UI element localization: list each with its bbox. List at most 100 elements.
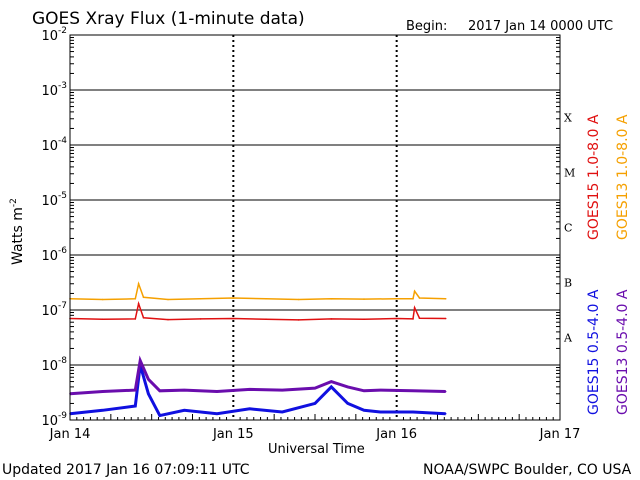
legend-entry: GOES13 1.0-8.0 A — [615, 114, 631, 240]
data-point — [232, 297, 235, 299]
data-point — [281, 389, 284, 391]
y-axis-label-main: Watts m — [10, 207, 26, 265]
y-tick-labels: 10-2 10-3 10-4 10-5 10-6 10-7 10-8 10-9 — [41, 26, 67, 429]
data-point — [167, 318, 169, 321]
data-point — [183, 389, 186, 391]
chart-title: GOES Xray Flux (1-minute data) — [32, 9, 305, 29]
y-tick-label: 10-5 — [41, 191, 67, 209]
data-point — [413, 306, 416, 309]
plot-frame — [69, 34, 561, 421]
data-point — [314, 402, 316, 405]
flare-class-label: B — [564, 277, 572, 290]
data-point — [363, 390, 365, 392]
y-tick-label: 10-8 — [41, 356, 67, 374]
series-line-2 — [69, 281, 446, 301]
begin-label: Begin: — [406, 19, 447, 34]
data-point — [444, 412, 447, 415]
flare-class-labels: X M C B A — [563, 112, 575, 345]
legend-entry: GOES13 0.5-4.0 A — [615, 289, 631, 415]
data-point — [142, 296, 145, 299]
data-point — [444, 390, 447, 393]
x-tick-label: Jan 14 — [49, 427, 91, 442]
data-point — [395, 317, 398, 320]
data-point — [379, 411, 382, 413]
data-point — [101, 390, 104, 393]
data-point — [363, 298, 365, 300]
data-point — [137, 283, 140, 285]
data-point — [134, 405, 137, 407]
legend-entry: GOES15 0.5-4.0 A — [586, 289, 602, 415]
data-point — [444, 317, 447, 320]
data-point — [142, 317, 145, 319]
y-tick-label: 10-2 — [41, 26, 67, 44]
data-point — [297, 319, 300, 321]
data-point — [346, 386, 349, 388]
y-tick-label: 10-7 — [41, 301, 67, 319]
data-point — [412, 411, 414, 413]
data-point — [363, 318, 365, 321]
data-point — [363, 409, 365, 412]
begin-value: 2017 Jan 14 0000 UTC — [468, 19, 613, 34]
data-point — [167, 298, 169, 301]
x-tick-label: Jan 16 — [375, 427, 417, 442]
data-point — [395, 298, 398, 300]
data-point — [159, 414, 161, 417]
data-point — [101, 298, 104, 301]
data-point — [330, 386, 333, 388]
series-line-4 — [69, 355, 446, 396]
y-tick-label: 10-9 — [41, 411, 67, 429]
data-point — [147, 393, 150, 395]
x-tick-label: Jan 15 — [212, 427, 254, 442]
data-point — [314, 387, 316, 389]
data-point — [297, 298, 300, 301]
data-point — [413, 290, 416, 293]
data-point — [147, 378, 150, 381]
data-point — [199, 298, 202, 300]
data-point — [101, 409, 104, 412]
x-tick-labels: Jan 14 Jan 15 Jan 16 Jan 17 — [49, 427, 581, 442]
data-point — [183, 409, 186, 412]
data-point — [134, 318, 137, 320]
data-point — [379, 389, 382, 391]
flare-class-label: A — [563, 332, 573, 345]
flare-class-label: X — [564, 112, 572, 125]
updated-text: Updated 2017 Jan 16 07:09:11 UTC — [2, 462, 250, 478]
data-point — [444, 298, 447, 300]
data-point — [159, 390, 161, 392]
data-point — [418, 317, 421, 320]
data-point — [412, 318, 414, 320]
data-point — [330, 298, 333, 300]
plot-grid — [70, 34, 560, 421]
y-axis-label: Watts m-2 — [9, 198, 26, 265]
data-point — [248, 388, 251, 391]
data-point — [281, 411, 284, 413]
data-point — [418, 297, 421, 299]
data-point — [134, 389, 137, 391]
data-point — [139, 359, 141, 362]
y-tick-label: 10-3 — [41, 81, 67, 99]
data-point — [330, 318, 333, 320]
flare-class-label: M — [564, 167, 575, 180]
data-point — [216, 390, 218, 393]
data-point — [101, 318, 104, 321]
flare-class-label: C — [564, 222, 572, 235]
y-tick-label: 10-4 — [41, 136, 67, 154]
y-tick-label: 10-6 — [41, 246, 67, 264]
data-point — [330, 380, 333, 383]
legend: GOES15 1.0-8.0 A GOES13 1.0-8.0 A GOES15 0… — [586, 114, 631, 415]
legend-entry: GOES15 1.0-8.0 A — [586, 114, 602, 240]
data-point — [265, 298, 267, 300]
data-point — [346, 402, 349, 405]
data-point — [412, 390, 414, 392]
series-line-1 — [69, 300, 446, 321]
data-point — [265, 318, 267, 321]
data-point — [137, 302, 140, 305]
plot-series — [69, 281, 447, 418]
x-tick-label: Jan 17 — [539, 427, 581, 442]
x-axis-label: Universal Time — [268, 442, 365, 457]
data-point — [134, 298, 137, 300]
data-point — [248, 408, 251, 410]
data-point — [216, 412, 218, 415]
data-point — [199, 318, 202, 320]
